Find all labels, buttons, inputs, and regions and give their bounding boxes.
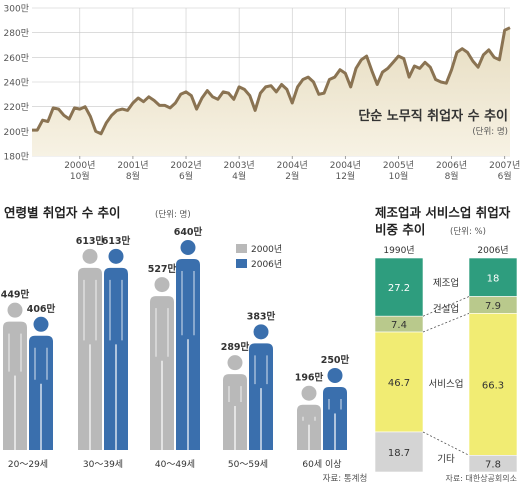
legend-swatch-1 [236, 259, 247, 268]
age-bar-chart: 연령별 취업자 수 추이 (단위: 명) 2000년 2006년 449만 406만 20～… [1, 205, 368, 484]
stack-connector [422, 313, 470, 333]
stack-segment-name: 서비스업 [429, 378, 464, 390]
x-tick-year: 2000년 [64, 160, 95, 171]
y-tick-label: 200만 [4, 127, 29, 138]
bar-head-1-4 [327, 367, 343, 383]
stack-value-label: 46.7 [388, 378, 410, 389]
bar-head-0-2 [154, 277, 170, 293]
x-tick-month: 2월 [285, 170, 299, 182]
bar-head-1-0 [33, 316, 49, 332]
stack-value-label: 18.7 [388, 448, 410, 459]
line-chart-title: 단순 노무직 취업자 수 추이 [358, 108, 508, 124]
share-chart-title-1: 제조업과 서비스업 취업자 [375, 205, 511, 220]
bar-value-label: 196만 [295, 372, 324, 384]
bar-head-1-1 [108, 248, 124, 264]
bar-category-label: 30～39세 [83, 459, 123, 470]
bar-head-1-3 [253, 324, 269, 340]
x-tick-month: 10월 [389, 170, 409, 182]
y-tick-label: 240만 [4, 78, 29, 89]
share-chart-title-2: 비중 추이 [375, 222, 425, 237]
stack-segment-0-2 [374, 331, 424, 433]
bar-category-label: 20～29세 [8, 459, 48, 470]
stack-segment-1-2 [468, 313, 518, 456]
bar-value-label: 383만 [247, 310, 276, 322]
bar-head-0-4 [301, 385, 317, 401]
x-tick-year: 2004년 [330, 160, 361, 171]
y-tick-label: 220만 [4, 102, 29, 113]
x-tick-month: 12월 [335, 170, 355, 182]
stack-value-label: 27.2 [388, 283, 410, 294]
x-tick-month: 6월 [498, 170, 512, 182]
bar-chart-source: 자료: 통계청 [323, 473, 368, 484]
line-chart-unit: (단위: 명) [472, 126, 508, 137]
y-tick-label: 180만 [4, 152, 29, 163]
bar-head-0-0 [7, 302, 23, 318]
bar-chart-title: 연령별 취업자 수 추이 [4, 205, 121, 220]
line-chart: 300만280만260만240만220만200만180만2000년10월2001… [4, 4, 520, 183]
stack-segment-name: 기타 [437, 454, 455, 465]
x-tick-year: 2005년 [383, 160, 414, 171]
stack-segment-0-3 [374, 431, 424, 473]
bar-value-label: 613만 [102, 235, 131, 247]
legend-label: 2006년 [251, 259, 282, 270]
bar-category-label: 40～49세 [155, 459, 195, 470]
share-chart-source: 자료: 대한상공회의소 [446, 473, 517, 483]
stack-connector [422, 431, 470, 456]
bar-category-label: 50～59세 [228, 459, 268, 470]
stack-connector [422, 296, 470, 317]
share-column-label: 2006년 [477, 245, 508, 256]
share-chart-unit: (단위: %) [450, 226, 486, 237]
stack-value-label: 7.9 [485, 301, 501, 312]
stack-segment-name: 건설업 [433, 303, 459, 315]
bar-head-0-1 [82, 248, 98, 264]
bar-value-label: 250만 [321, 354, 350, 366]
bar-head-1-2 [180, 240, 196, 255]
stack-value-label: 18 [487, 273, 500, 284]
x-tick-month: 8월 [445, 170, 459, 182]
bar-value-label: 640만 [174, 226, 203, 238]
x-tick-month: 6월 [179, 170, 193, 182]
stack-value-label: 7.8 [485, 460, 501, 471]
x-tick-year: 2003년 [224, 160, 255, 171]
bar-value-label: 527만 [148, 263, 177, 275]
stack-segment-1-3 [468, 455, 518, 473]
x-tick-year: 2004년 [277, 160, 308, 171]
legend-swatch-0 [236, 244, 247, 253]
line-area [32, 27, 510, 157]
x-tick-year: 2002년 [170, 160, 201, 171]
legend-label: 2000년 [251, 244, 282, 255]
x-tick-month: 10월 [70, 170, 90, 182]
stack-segment-name: 제조업 [433, 277, 459, 289]
bar-value-label: 406만 [27, 303, 56, 315]
x-tick-year: 2001년 [117, 160, 148, 171]
share-column-label: 1990년 [383, 245, 414, 256]
x-tick-year: 2006년 [436, 160, 467, 171]
y-tick-label: 260만 [4, 53, 29, 64]
y-tick-label: 300만 [4, 4, 29, 15]
x-tick-month: 4월 [232, 170, 246, 182]
bar-chart-unit: (단위: 명) [155, 209, 191, 220]
series-line [32, 26, 511, 136]
bar-value-label: 289만 [221, 341, 250, 353]
bar-value-label: 449만 [1, 289, 30, 301]
bar-value-label: 613만 [76, 235, 105, 247]
stack-value-label: 66.3 [482, 380, 504, 391]
stack-segment-1-0 [468, 257, 518, 297]
y-tick-label: 280만 [4, 28, 29, 39]
stack-value-label: 7.4 [391, 320, 407, 331]
x-tick-year: 2007년 [489, 160, 520, 171]
bar-category-label: 60세 이상 [302, 459, 341, 470]
bar-head-0-3 [227, 355, 243, 371]
x-tick-month: 8월 [126, 170, 140, 182]
